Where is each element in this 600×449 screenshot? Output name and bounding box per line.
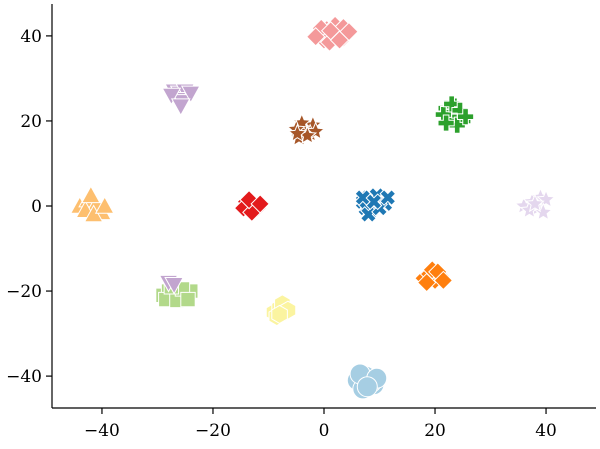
x-tick-label: 20 [424, 421, 446, 441]
data-point [81, 185, 101, 204]
data-point [94, 195, 115, 214]
series-3 [286, 112, 326, 147]
data-point [161, 87, 182, 106]
x-tick-label: 40 [535, 421, 557, 441]
y-tick-label: −40 [6, 367, 42, 387]
x-tick-label: −40 [84, 421, 120, 441]
y-axis-ticks: −40 −20 0 20 40 [6, 27, 52, 387]
x-tick-label: −20 [195, 421, 231, 441]
y-tick-label: 40 [20, 27, 42, 47]
data-point [180, 291, 196, 308]
series-10 [414, 260, 454, 293]
series-11 [265, 294, 297, 327]
data-point [287, 123, 308, 143]
axes [51, 4, 596, 409]
data-point [359, 206, 377, 223]
x-tick-label: 0 [319, 421, 330, 441]
data-point [379, 189, 397, 206]
data-point [305, 27, 326, 47]
series-4 [69, 185, 115, 223]
series-8 [155, 279, 199, 309]
series-12 [346, 363, 388, 400]
series-1 [161, 83, 201, 117]
series-7 [514, 187, 556, 221]
data-point [250, 194, 270, 214]
data-point [433, 270, 454, 291]
series-9 [158, 274, 184, 295]
x-axis-ticks: −40 −20 0 20 40 [84, 408, 557, 441]
series-0 [305, 15, 359, 52]
data-point [356, 376, 378, 398]
y-tick-label: −20 [6, 282, 42, 302]
data-point [365, 193, 383, 211]
series-5 [233, 189, 270, 223]
y-tick-label: 20 [20, 112, 42, 132]
data-point [271, 304, 288, 325]
scatter-points [69, 15, 556, 400]
data-point [164, 276, 184, 295]
data-point [170, 98, 191, 117]
data-point [456, 108, 475, 126]
series-6 [354, 186, 397, 223]
series-2 [434, 95, 475, 134]
data-point [525, 193, 545, 213]
data-point [180, 85, 201, 104]
data-point [416, 272, 437, 293]
data-point [437, 114, 455, 132]
data-point [320, 21, 341, 41]
y-tick-label: 0 [31, 197, 42, 217]
